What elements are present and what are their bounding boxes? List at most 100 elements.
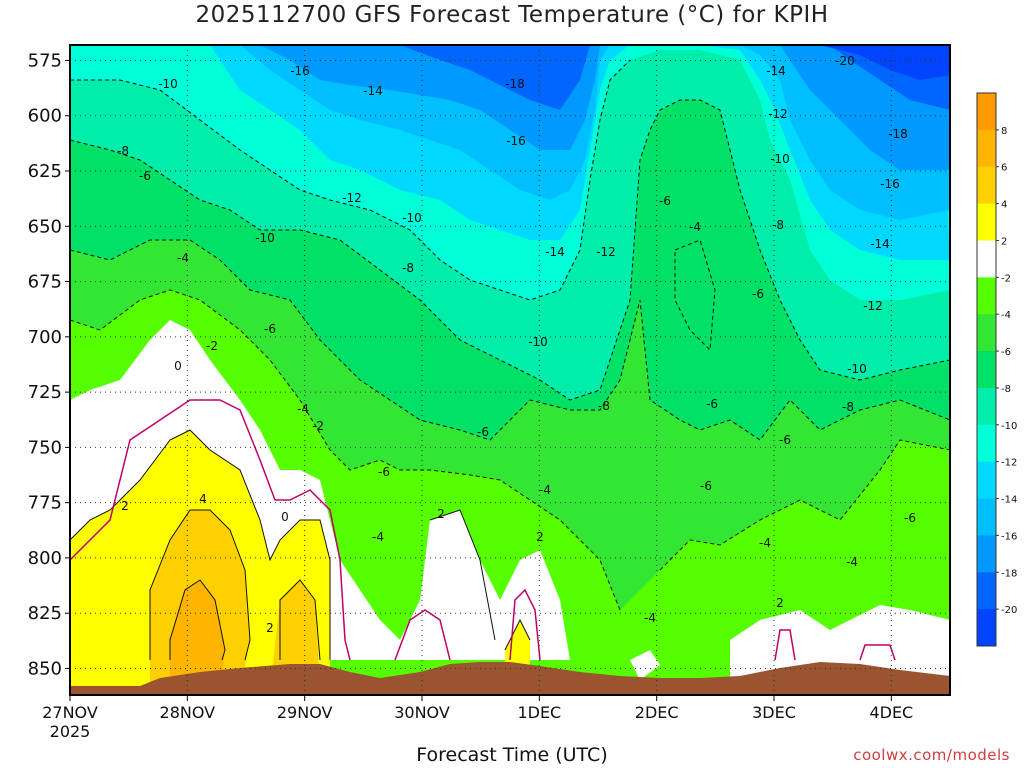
colorbar-swatch xyxy=(977,424,996,463)
colorbar-swatch xyxy=(977,314,996,352)
contour-label: -8 xyxy=(772,218,784,232)
contour-label: -16 xyxy=(880,177,900,191)
y-tick-label: 675 xyxy=(28,272,62,293)
x-tick-sublabel: 2025 xyxy=(50,722,91,741)
x-tick-label: 3DEC xyxy=(752,703,796,722)
contour-label: -4 xyxy=(846,555,858,569)
y-tick-label: 725 xyxy=(28,382,62,403)
colorbar-label: -20 xyxy=(1001,605,1017,616)
contour-label: -12 xyxy=(863,299,883,313)
x-axis-label: Forecast Time (UTC) xyxy=(416,744,608,766)
plot-frame xyxy=(69,44,951,696)
contour-label: -10 xyxy=(528,335,548,349)
contour-label: 2 xyxy=(776,596,784,610)
contour-label: -6 xyxy=(264,322,276,336)
colorbar: 8 6 4 2 -2 -4 -6 -8 -10 -12 -14 -16 -18 -20 xyxy=(976,92,1017,647)
warm-spot-2dec xyxy=(630,650,660,680)
colorbar-swatch xyxy=(977,498,996,536)
contour-label: -14 xyxy=(766,64,786,78)
contour-label: 2 xyxy=(266,621,274,635)
contour-label: -10 xyxy=(255,231,275,245)
contour-label: -10 xyxy=(402,211,422,225)
contour-label: -4 xyxy=(177,251,189,265)
y-tick-label: 750 xyxy=(28,437,62,458)
colorbar-label: -10 xyxy=(1001,421,1017,432)
colorbar-swatch xyxy=(977,535,996,573)
contour-label: -8 xyxy=(402,261,414,275)
contour-label: -14 xyxy=(545,245,565,259)
contour-label: -4 xyxy=(372,530,384,544)
x-tick-label: 4DEC xyxy=(869,703,913,722)
contour-label: -14 xyxy=(870,237,890,251)
y-tick-label: 800 xyxy=(28,548,62,569)
contour-label: -8 xyxy=(842,400,854,414)
band-6-to-8 xyxy=(170,580,225,690)
y-axis: 575 600 625 650 675 700 725 750 775 800 825 850 xyxy=(28,50,70,679)
colorbar-label: 6 xyxy=(1001,163,1007,174)
contour-label: -4 xyxy=(759,536,771,550)
contour-label: -4 xyxy=(297,402,309,416)
contour-label: -6 xyxy=(659,194,671,208)
contour-label: -10 xyxy=(158,77,178,91)
terrain xyxy=(70,662,950,695)
contour-label: -16 xyxy=(290,64,310,78)
x-tick-label: 2DEC xyxy=(635,703,679,722)
y-tick-label: 650 xyxy=(28,216,62,237)
contour-label: 2 xyxy=(121,499,129,513)
colorbar-swatch xyxy=(977,387,996,426)
y-tick-label: 700 xyxy=(28,327,62,348)
colorbar-swatch xyxy=(977,203,996,241)
colorbar-label: -2 xyxy=(1001,273,1011,284)
grid-lines xyxy=(70,45,950,695)
credit-text: coolwx.com/models xyxy=(853,746,1010,764)
contour-label: -14 xyxy=(363,84,383,98)
contour-label: -12 xyxy=(342,191,362,205)
colorbar-label: -12 xyxy=(1001,458,1017,469)
contour-label: -6 xyxy=(904,511,916,525)
colorbar-label: -18 xyxy=(1001,568,1017,579)
contour-label: -6 xyxy=(706,397,718,411)
contour-label: -4 xyxy=(644,611,656,625)
x-tick-label: 27NOV xyxy=(42,703,98,722)
contour-label: -20 xyxy=(835,54,855,68)
colorbar-swatch xyxy=(977,93,996,131)
contour-label: -6 xyxy=(700,479,712,493)
x-tick-label: 30NOV xyxy=(394,703,450,722)
contour-label: -6 xyxy=(378,465,390,479)
contour-label: -8 xyxy=(598,399,610,413)
contour-label: -6 xyxy=(779,433,791,447)
colorbar-label: -8 xyxy=(1001,384,1011,395)
contour-label: -18 xyxy=(505,77,525,91)
colorbar-swatch xyxy=(977,572,996,610)
positive-contours xyxy=(70,429,531,661)
band-minus-18 xyxy=(260,45,950,170)
contour-label: -6 xyxy=(139,169,151,183)
colorbar-frame xyxy=(976,92,997,647)
colorbar-label: 2 xyxy=(1001,236,1007,247)
x-tick-label: 29NOV xyxy=(277,703,333,722)
contour-label: -12 xyxy=(768,107,788,121)
colorbar-swatch xyxy=(977,351,996,389)
band-minus-22 xyxy=(820,45,950,80)
contour-label: 2 xyxy=(536,530,544,544)
y-tick-label: 825 xyxy=(28,603,62,624)
contour-label: -6 xyxy=(752,287,764,301)
colorbar-swatch xyxy=(977,277,996,315)
contour-label: -4 xyxy=(539,483,551,497)
y-tick-label: 850 xyxy=(28,658,62,679)
chart-title: 2025112700 GFS Forecast Temperature (°C)… xyxy=(195,2,829,28)
contour-label: -6 xyxy=(477,425,489,439)
contour-label: -2 xyxy=(312,419,324,433)
contour-label: -4 xyxy=(689,220,701,234)
colorbar-swatch xyxy=(977,461,996,500)
contour-label: 2 xyxy=(437,507,445,521)
contour-label: -12 xyxy=(596,245,616,259)
colorbar-label: -14 xyxy=(1001,495,1017,506)
colorbar-label: 4 xyxy=(1001,200,1007,211)
contour-labels: -16-10 -14 -18-20-14-12-18-16-8-10-6-16-12… xyxy=(117,54,916,635)
contour-label: -2 xyxy=(206,339,218,353)
x-tick-label: 28NOV xyxy=(160,703,216,722)
contour-label: 0 xyxy=(174,359,182,373)
